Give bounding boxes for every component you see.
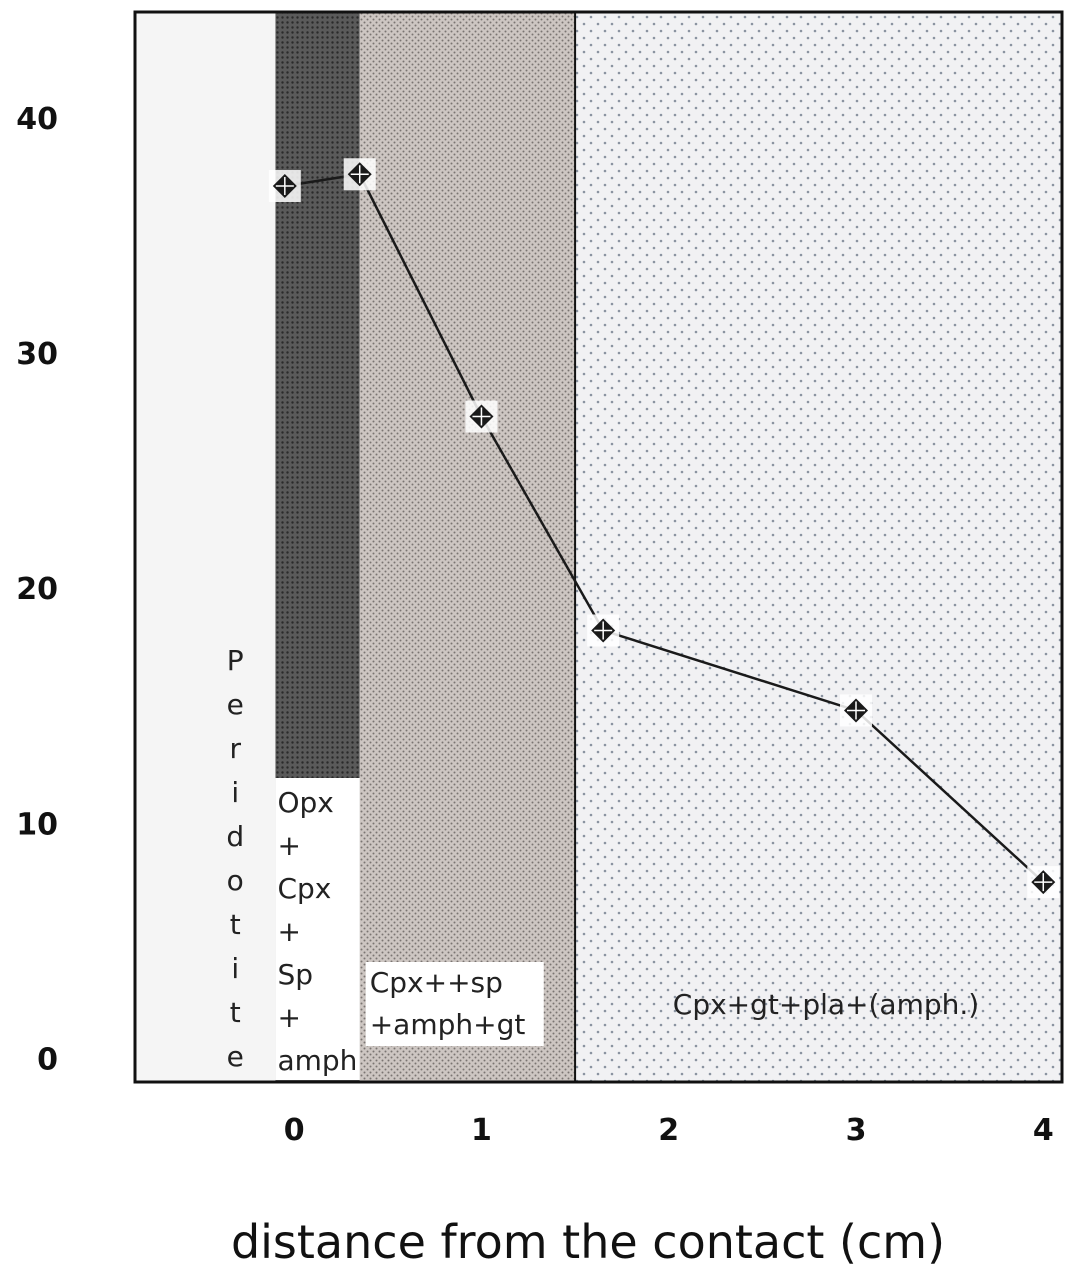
x-tick-label: 0 xyxy=(284,1113,305,1148)
x-axis: 0 1 2 3 4 xyxy=(284,1113,1054,1148)
zone-label-char: e xyxy=(227,688,244,721)
y-tick-label: 10 xyxy=(16,807,58,842)
zone-label-line: amph xyxy=(277,1044,357,1077)
data-point xyxy=(587,614,620,647)
zone-label-char: P xyxy=(227,644,244,677)
y-tick-label: 40 xyxy=(16,102,58,137)
x-tick-label: 2 xyxy=(658,1113,679,1148)
zone-label-char: o xyxy=(227,864,244,897)
zone-label-line: Cpx++sp xyxy=(370,966,503,999)
zone-label-char: i xyxy=(231,776,239,809)
data-point xyxy=(1027,866,1060,899)
zone-label-char: e xyxy=(227,1040,244,1073)
data-point xyxy=(343,158,376,191)
zone-label-char: r xyxy=(229,732,241,765)
y-tick-label: 0 xyxy=(37,1042,58,1077)
series xyxy=(268,158,1060,899)
data-point xyxy=(268,170,301,203)
x-tick-label: 1 xyxy=(471,1113,492,1148)
zones xyxy=(135,12,1062,1082)
zone-label-line: Cpx xyxy=(277,872,331,905)
zone-label-bg xyxy=(365,962,544,1046)
zone-cpx-gt xyxy=(575,12,1062,1082)
x-tick-label: 4 xyxy=(1033,1113,1054,1148)
x-axis-label: distance from the contact (cm) xyxy=(231,1215,945,1268)
y-axis: 0 10 20 30 40 xyxy=(16,102,58,1078)
zone-label-bg xyxy=(275,778,360,1080)
zone-label-char: i xyxy=(231,952,239,985)
zone-label-char: t xyxy=(230,908,241,941)
zone-cpx-sp xyxy=(359,12,576,1082)
zone-label-line: +amph+gt xyxy=(370,1008,526,1041)
data-point xyxy=(465,400,498,433)
zone-label-line: + xyxy=(277,915,300,948)
y-tick-label: 30 xyxy=(16,337,58,372)
zone-label-line: + xyxy=(277,829,300,862)
zone-peridotite xyxy=(135,12,276,1082)
y-tick-label: 20 xyxy=(16,572,58,607)
zone-label-line: Sp xyxy=(277,958,313,991)
x-tick-label: 3 xyxy=(846,1113,867,1148)
zone-label-char: t xyxy=(230,996,241,1029)
zone-label-char: d xyxy=(226,820,244,853)
zone-label-line: Opx xyxy=(277,786,333,819)
zone-label-line: + xyxy=(277,1001,300,1034)
plot-frame xyxy=(133,10,1064,1084)
plot-border xyxy=(133,10,1064,1084)
zone-label-line: Cpx+gt+pla+(amph.) xyxy=(673,988,979,1021)
data-point xyxy=(840,694,872,727)
zone-labels: PeridotiteOpx+Cpx+Sp+amphCpx++sp+amph+gt… xyxy=(226,644,979,1080)
